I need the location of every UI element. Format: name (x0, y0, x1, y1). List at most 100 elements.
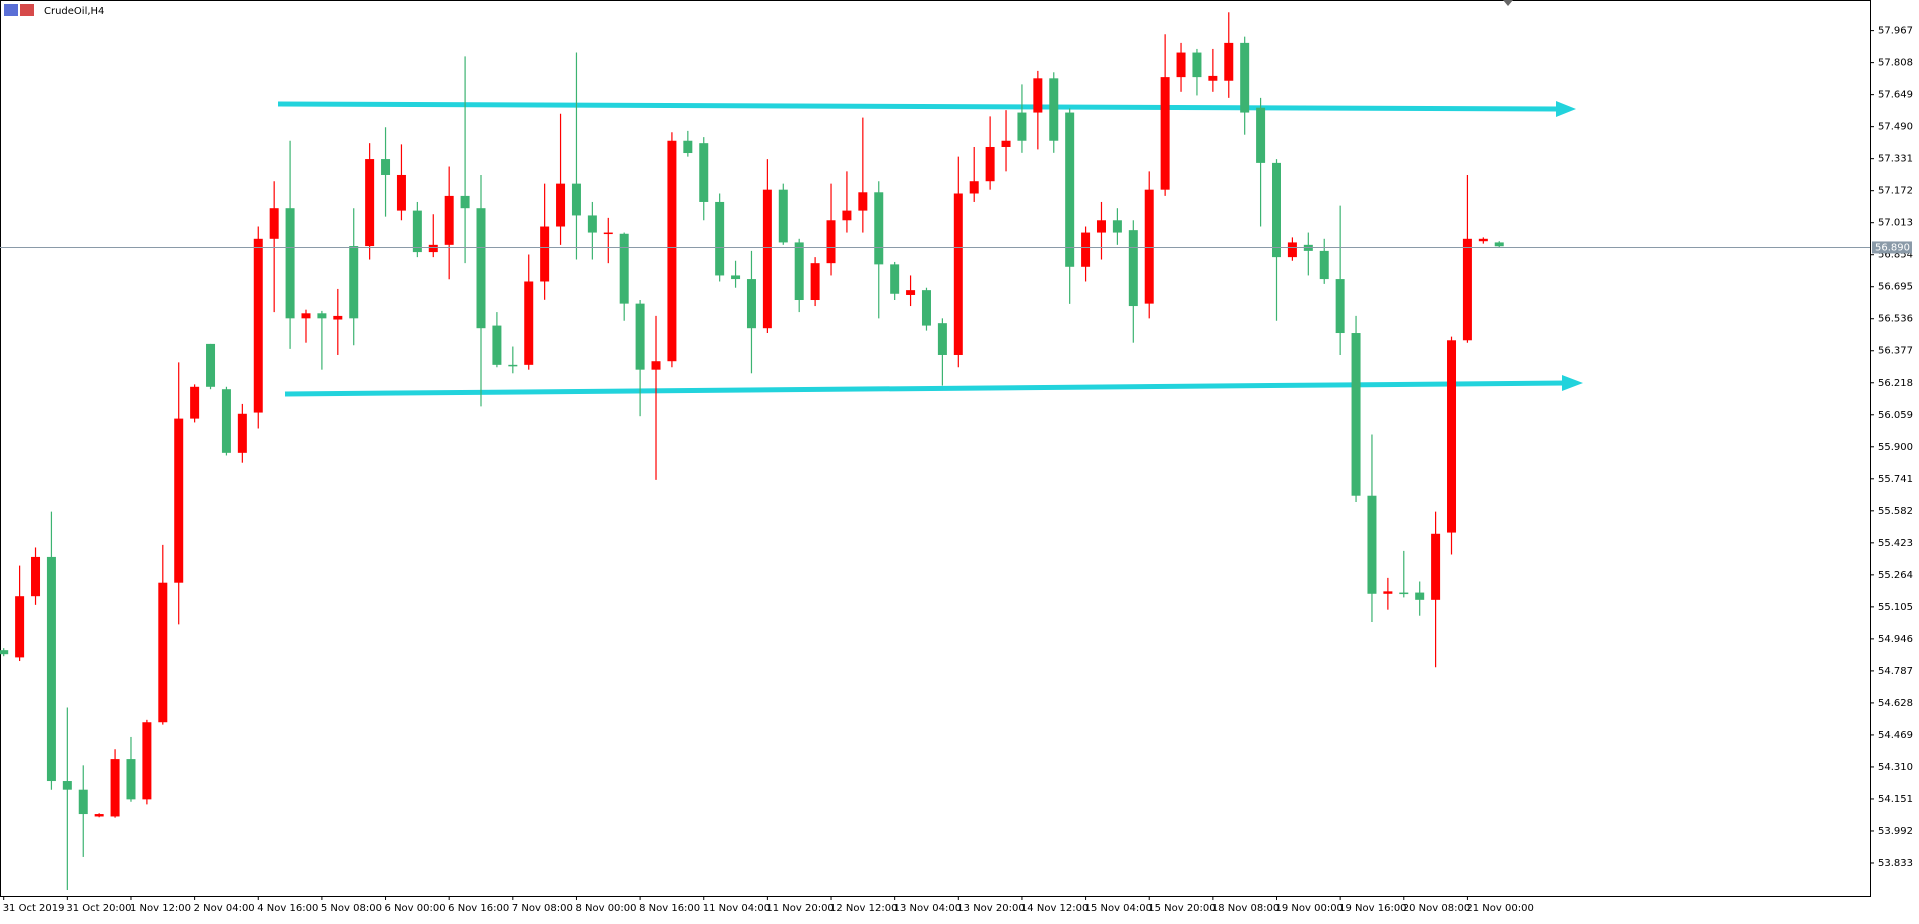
candle-body (1001, 140, 1011, 147)
candle-body (1335, 279, 1345, 334)
x-tick-label: 15 Nov 04:00 (1085, 903, 1152, 914)
y-tick-label: 56.218 (1878, 378, 1913, 389)
x-tick-label: 13 Nov 04:00 (894, 903, 961, 914)
candle-body (1367, 495, 1377, 594)
y-tick-label: 55.264 (1878, 570, 1913, 581)
candle-body (858, 192, 868, 211)
x-tick-label: 8 Nov 00:00 (575, 903, 636, 914)
candle-body (62, 781, 72, 790)
candle-body (1399, 592, 1409, 595)
candle-body (31, 556, 41, 597)
candle-body (333, 315, 343, 320)
candle-body (253, 238, 263, 413)
y-tick-label: 56.536 (1878, 314, 1913, 325)
y-tick-label: 56.377 (1878, 346, 1913, 357)
candle-body (842, 210, 852, 221)
candle-body (587, 215, 597, 233)
candle-body (746, 279, 756, 329)
candle-body (1017, 112, 1027, 141)
x-tick-label: 11 Nov 04:00 (703, 903, 770, 914)
candle-body (492, 325, 502, 365)
y-tick-label: 56.854 (1878, 250, 1913, 261)
x-tick-label: 6 Nov 16:00 (448, 903, 509, 914)
y-tick-label: 57.649 (1878, 90, 1913, 101)
y-tick-label: 56.059 (1878, 410, 1913, 421)
candle-body (524, 281, 534, 365)
candle-body (444, 195, 454, 245)
current-price-label: 56.890 (1875, 242, 1910, 253)
window-icon (20, 4, 34, 16)
candle-body (1256, 107, 1266, 163)
candle-body (1160, 77, 1170, 190)
y-tick-label: 57.172 (1878, 186, 1913, 197)
candle-body (110, 759, 120, 817)
candle-body (1319, 250, 1329, 280)
candle-body (190, 386, 200, 419)
candle-body (126, 759, 136, 800)
candle-body (762, 189, 772, 329)
y-tick-label: 57.331 (1878, 154, 1913, 165)
y-tick-label: 54.628 (1878, 698, 1913, 709)
x-tick-label: 13 Nov 20:00 (957, 903, 1024, 914)
candle-body (1494, 242, 1504, 247)
candle-body (969, 181, 979, 194)
x-tick-label: 1 Nov 12:00 (130, 903, 191, 914)
candle-body (317, 313, 327, 319)
candle-body (1112, 220, 1122, 233)
arrow-head (1556, 101, 1576, 117)
candle-body (1383, 591, 1393, 594)
x-tick-label: 31 Oct 2019 (3, 903, 65, 914)
x-tick-label: 5 Nov 08:00 (321, 903, 382, 914)
y-tick-label: 55.105 (1878, 602, 1913, 613)
candle-body (237, 413, 247, 453)
candle-body (1224, 42, 1234, 81)
candle-body (651, 361, 661, 370)
candle-body (953, 193, 963, 355)
x-tick-label: 11 Nov 20:00 (766, 903, 833, 914)
candle-body (683, 140, 693, 154)
window-icon (4, 4, 18, 16)
candle-body (540, 226, 550, 282)
candle-body (794, 242, 804, 301)
candle-body (1447, 340, 1457, 533)
candle-body (1128, 230, 1138, 307)
candle-body (874, 192, 884, 265)
candle-body (603, 232, 613, 235)
candle-body (1033, 78, 1043, 113)
candle-body (1272, 162, 1281, 258)
x-tick-label: 21 Nov 00:00 (1466, 903, 1533, 914)
x-tick-label: 14 Nov 12:00 (1021, 903, 1088, 914)
y-tick-label: 55.741 (1878, 474, 1913, 485)
candle-body (1176, 52, 1186, 78)
x-tick-label: 20 Nov 08:00 (1403, 903, 1470, 914)
candle-body (428, 244, 438, 253)
candle-body (396, 174, 406, 211)
y-tick-label: 53.992 (1878, 826, 1913, 837)
x-tick-label: 12 Nov 12:00 (830, 903, 897, 914)
candle-body (476, 208, 486, 329)
candle-body (78, 789, 88, 815)
candle-body (206, 343, 216, 387)
candle-body (778, 189, 788, 243)
candle-body (1462, 238, 1472, 341)
x-tick-label: 6 Nov 00:00 (385, 903, 446, 914)
y-tick-label: 55.423 (1878, 538, 1913, 549)
candle-body (810, 263, 820, 301)
candle-body (46, 556, 56, 782)
candle-body (571, 183, 581, 216)
plot-frame (0, 0, 1871, 897)
y-tick-label: 55.582 (1878, 506, 1913, 517)
x-tick-label: 2 Nov 04:00 (194, 903, 255, 914)
candle-body (1431, 533, 1441, 600)
candle-body (731, 275, 741, 280)
candle-body (285, 208, 295, 319)
y-tick-label: 57.490 (1878, 122, 1913, 133)
candle-body (1287, 242, 1297, 258)
candle-body (365, 159, 375, 247)
candle-body (667, 140, 677, 362)
candle-body (349, 246, 359, 319)
candle-body (269, 208, 279, 239)
candle-body (221, 389, 231, 453)
y-tick-label: 57.808 (1878, 58, 1913, 69)
